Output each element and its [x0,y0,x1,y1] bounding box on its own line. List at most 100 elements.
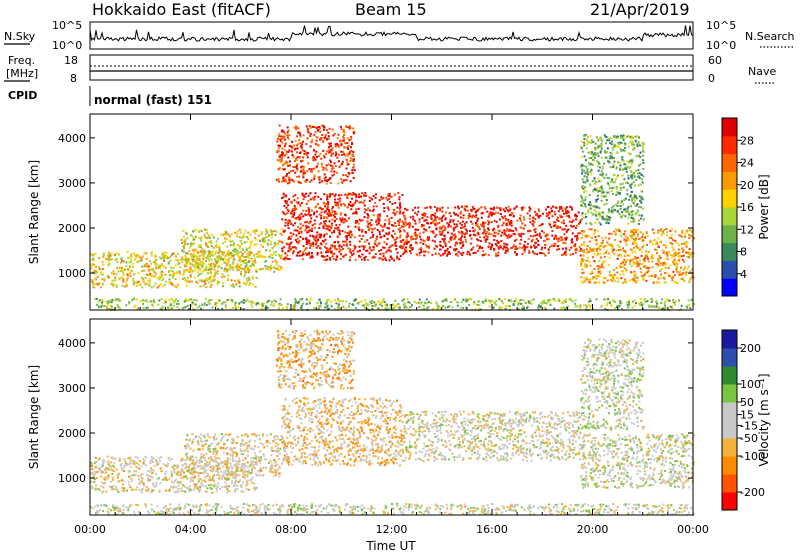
echo-cell [288,258,291,261]
echo-cell [635,197,638,200]
echo-cell [168,307,171,310]
echo-cell [316,239,319,242]
echo-cell [471,226,474,229]
echo-cell [308,302,311,305]
echo-cell [184,255,187,258]
echo-cell [214,271,217,274]
echo-cell [557,240,560,243]
echo-cell [426,245,429,248]
echo-cell [565,230,568,233]
echo-cell [593,276,596,279]
echo-cell [415,236,418,239]
echo-cell [685,271,688,274]
echo-cell [396,206,399,209]
echo-cell [605,202,608,205]
echo-cell [224,304,227,307]
echo-cell [591,270,594,273]
echo-cell [671,307,674,310]
echo-cell [622,134,625,137]
echo-cell [459,212,462,215]
echo-cell [587,211,590,214]
echo-cell [660,308,663,311]
echo-cell [248,247,251,250]
echo-cell [242,299,245,302]
echo-cell [415,253,418,256]
echo-cell [498,207,501,210]
echo-cell [104,300,107,303]
echo-cell [601,266,604,269]
echo-cell [522,216,525,219]
echo-cell [497,241,500,244]
echo-cell [608,252,611,255]
echo-cell [168,299,171,302]
echo-cell [377,300,379,303]
echo-cell [382,197,385,200]
echo-cell [282,211,285,213]
echo-cell [361,228,364,231]
echo-cell [638,172,641,174]
echo-cell [299,142,302,145]
echo-cell [308,210,311,213]
echo-cell [214,245,217,247]
echo-cell [584,235,587,238]
echo-cell [317,129,320,131]
echo-cell [196,257,199,260]
echo-cell [229,240,232,243]
echo-cell [581,214,584,217]
echo-cell [222,259,225,261]
echo-cell [529,221,532,224]
echo-cell [633,147,636,150]
echo-cell [495,220,498,223]
echo-cell [434,235,437,238]
echo-cell [575,224,578,227]
echo-cell [198,279,201,282]
echo-cell [325,232,328,235]
echo-cell [666,231,669,234]
nave-label: Nave [748,65,776,78]
echo-cell [399,201,402,204]
echo-cell [532,235,535,238]
echo-cell [342,221,345,224]
echo-cell [242,308,245,311]
echo-cell [538,224,541,227]
echo-cell [632,279,635,282]
echo-cell [587,251,590,254]
echo-cell [597,139,600,142]
echo-cell [609,157,612,160]
echo-cell [358,240,361,243]
echo-cell [328,195,331,198]
echo-cell [142,277,145,280]
echo-cell [305,237,308,240]
echo-cell [620,277,623,280]
echo-cell [268,266,271,269]
echo-cell [169,302,172,305]
echo-cell [202,251,205,254]
echo-cell [124,268,127,271]
echo-cell [611,178,614,181]
echo-cell [331,231,333,234]
echo-cell [445,299,448,302]
echo-cell [624,143,627,146]
echo-cell [541,223,544,225]
echo-cell [427,301,430,304]
echo-cell [599,244,602,247]
echo-cell [630,235,633,237]
echo-cell [539,214,542,217]
echo-cell [330,214,333,217]
echo-cell [567,211,570,214]
echo-cell [315,235,318,238]
echo-cell [388,193,391,196]
echo-cell [206,272,209,275]
echo-cell [412,215,415,218]
echo-cell [583,141,586,144]
echo-cell [669,264,672,267]
echo-cell [299,216,302,219]
echo-cell [285,305,288,308]
echo-cell [301,165,304,168]
echo-cell [484,253,487,256]
echo-cell [597,274,599,277]
echo-cell [524,302,527,304]
echo-cell [183,277,186,280]
echo-cell [282,258,285,260]
echo-cell [439,228,442,231]
